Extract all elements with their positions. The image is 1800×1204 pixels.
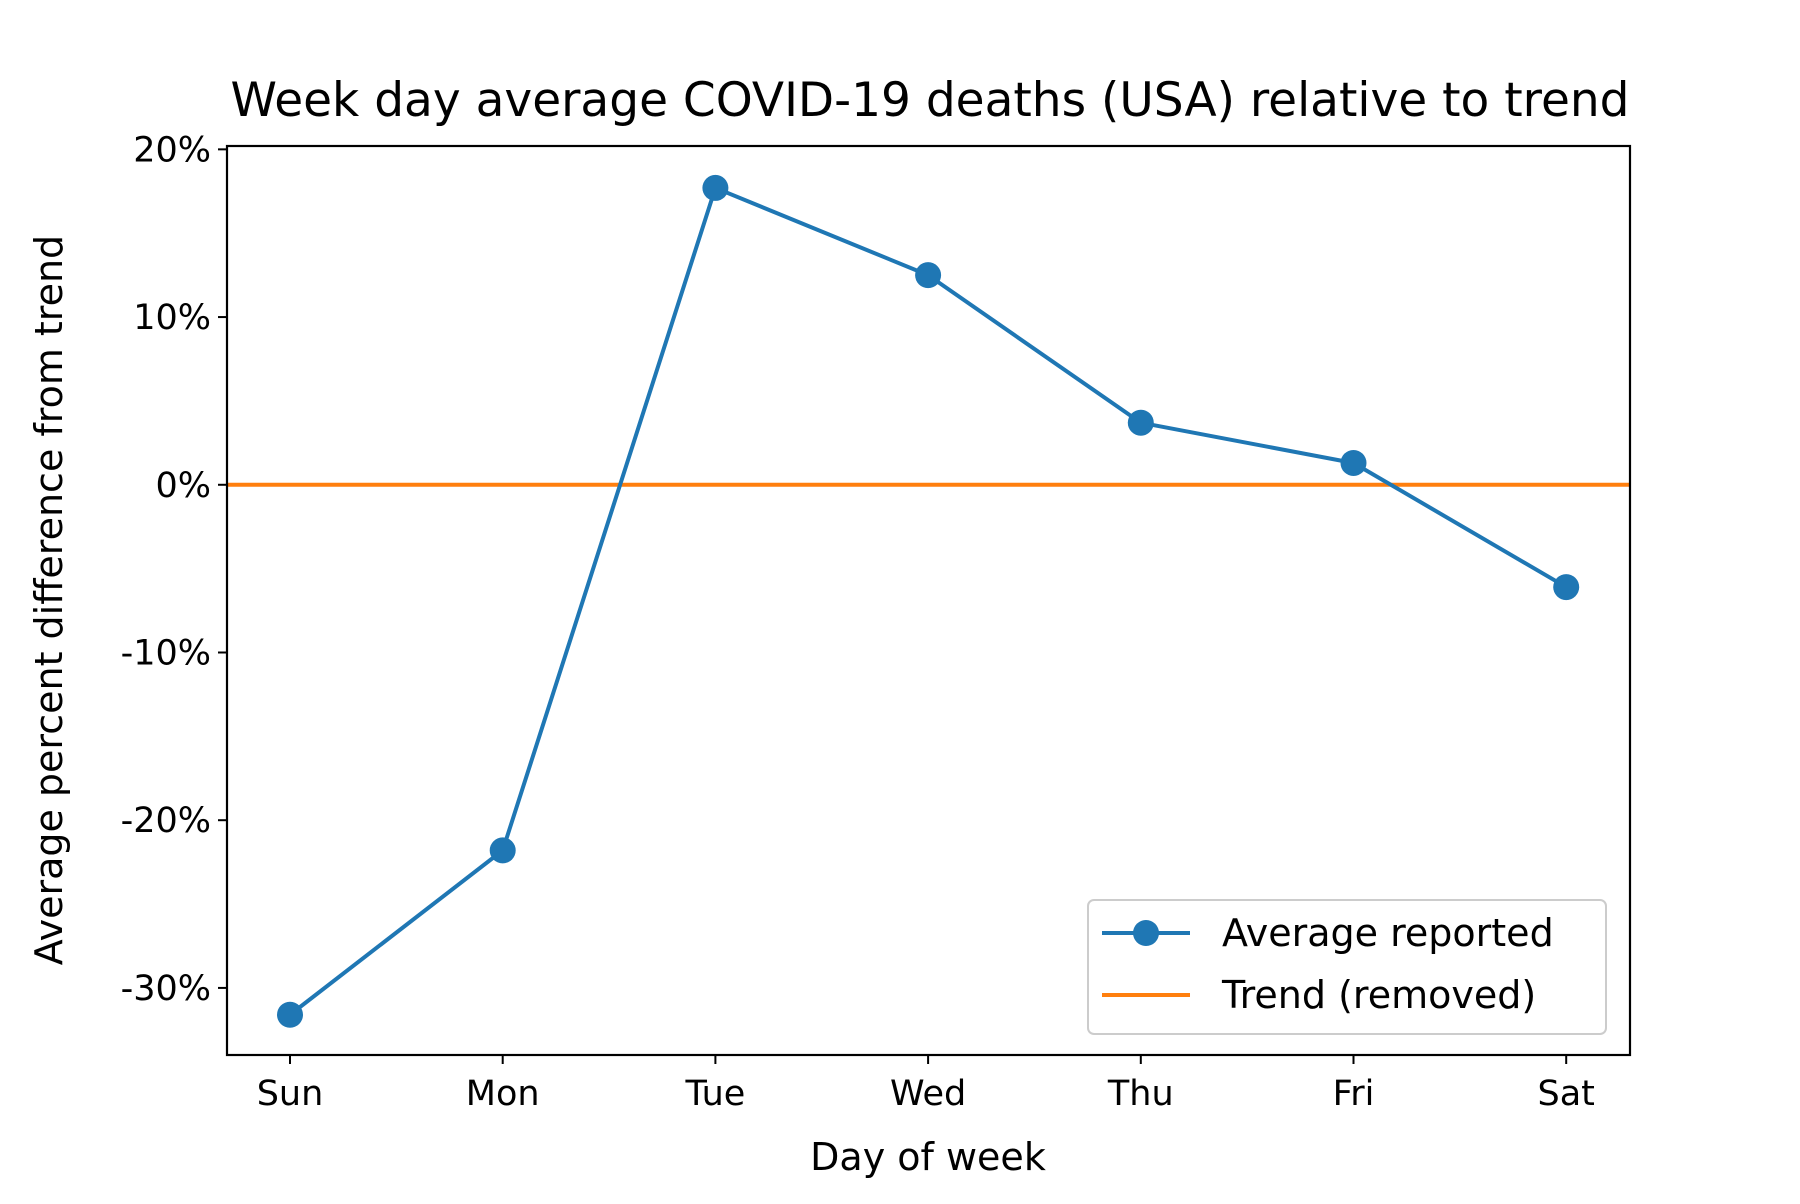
legend-label-trend: Trend (removed) — [1221, 973, 1536, 1017]
data-point-tue — [702, 174, 729, 201]
data-point-sun — [277, 1001, 303, 1028]
y-tick-label: -30% — [121, 969, 211, 1009]
y-axis: 20% 10% 0% -10% -20% -30% — [121, 130, 227, 1009]
x-tick-label-sun: Sun — [257, 1074, 324, 1114]
x-tick-label-sat: Sat — [1538, 1074, 1595, 1114]
x-axis-label: Day of week — [810, 1135, 1046, 1179]
data-point-wed — [915, 262, 942, 289]
legend-marker-average-reported — [1133, 920, 1159, 946]
legend-label-average-reported: Average reported — [1222, 911, 1554, 955]
chart-title: Week day average COVID-19 deaths (USA) r… — [230, 73, 1629, 128]
x-tick-label-thu: Thu — [1107, 1074, 1174, 1114]
data-point-thu — [1127, 409, 1154, 436]
data-point-fri — [1340, 449, 1367, 476]
y-tick-label: -10% — [121, 633, 211, 673]
y-tick-label: 0% — [155, 466, 211, 506]
x-tick-label-fri: Fri — [1333, 1074, 1375, 1114]
x-tick-label-mon: Mon — [466, 1074, 540, 1114]
data-point-mon — [489, 837, 516, 864]
series-layer — [277, 174, 1580, 1028]
legend: Average reported Trend (removed) — [1087, 899, 1607, 1035]
x-axis: Sun Mon Tue Wed Thu Fri Sat — [257, 1055, 1595, 1114]
legend-frame — [1087, 899, 1607, 1035]
x-tick-label-wed: Wed — [890, 1074, 966, 1114]
x-tick-label-tue: Tue — [685, 1074, 746, 1114]
y-tick-label: 10% — [133, 298, 211, 338]
data-point-sat — [1553, 574, 1580, 601]
y-axis-label: Average percent difference from trend — [27, 235, 71, 965]
y-tick-label: -20% — [121, 801, 211, 841]
y-tick-label: 20% — [133, 130, 211, 170]
